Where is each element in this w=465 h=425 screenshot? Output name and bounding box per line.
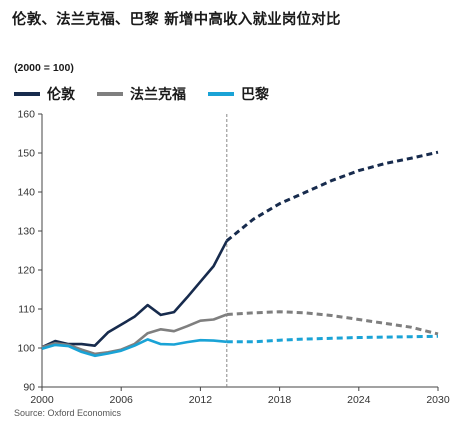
series-line-london-actual (41, 240, 228, 349)
chart-source: Source: Oxford Economics (14, 408, 122, 418)
series-line-frankfurt-forecast (226, 310, 439, 336)
series-line-paris-forecast (226, 334, 439, 344)
legend-swatch-london (14, 92, 40, 96)
x-tick-label: 2012 (189, 394, 213, 406)
unit-label: (2000 = 100) (14, 62, 74, 74)
legend-item-london: 伦敦 (14, 84, 75, 104)
chart-axes: 90 100 110 120 130 140 150 160 2000 2006 2012 2018 2… (17, 109, 449, 407)
legend-swatch-frankfurt (97, 92, 123, 96)
legend-label-paris: 巴黎 (241, 87, 269, 103)
chart-title: 伦敦、法兰克福、巴黎 新增中高收入就业岗位对比 (12, 12, 341, 28)
x-tick-label: 2006 (110, 394, 134, 406)
legend-label-london: 伦敦 (47, 87, 75, 103)
y-tick-label: 160 (17, 109, 35, 121)
x-tick-label: 2024 (347, 394, 371, 406)
y-tick-label: 130 (17, 226, 35, 238)
legend-swatch-paris (208, 92, 234, 96)
y-tick-label: 90 (23, 382, 35, 394)
y-tick-label: 120 (17, 265, 35, 277)
y-tick-label: 100 (17, 343, 35, 355)
legend-label-frankfurt: 法兰克福 (130, 87, 186, 103)
legend-item-frankfurt: 法兰克福 (97, 84, 186, 104)
series-line-london-forecast (225, 150, 439, 242)
y-tick-label: 140 (17, 187, 35, 199)
chart-lines (41, 150, 439, 358)
series-line-paris-actual (41, 338, 227, 358)
x-tick-label: 2000 (30, 394, 54, 406)
legend-item-paris: 巴黎 (208, 84, 269, 104)
y-tick-label: 150 (17, 148, 35, 160)
x-tick-label: 2018 (268, 394, 292, 406)
series-line-frankfurt-actual (41, 313, 228, 356)
y-tick-label: 110 (18, 304, 35, 316)
x-tick-label: 2030 (426, 394, 450, 406)
legend: 伦敦 法兰克福 巴黎 (14, 84, 291, 104)
